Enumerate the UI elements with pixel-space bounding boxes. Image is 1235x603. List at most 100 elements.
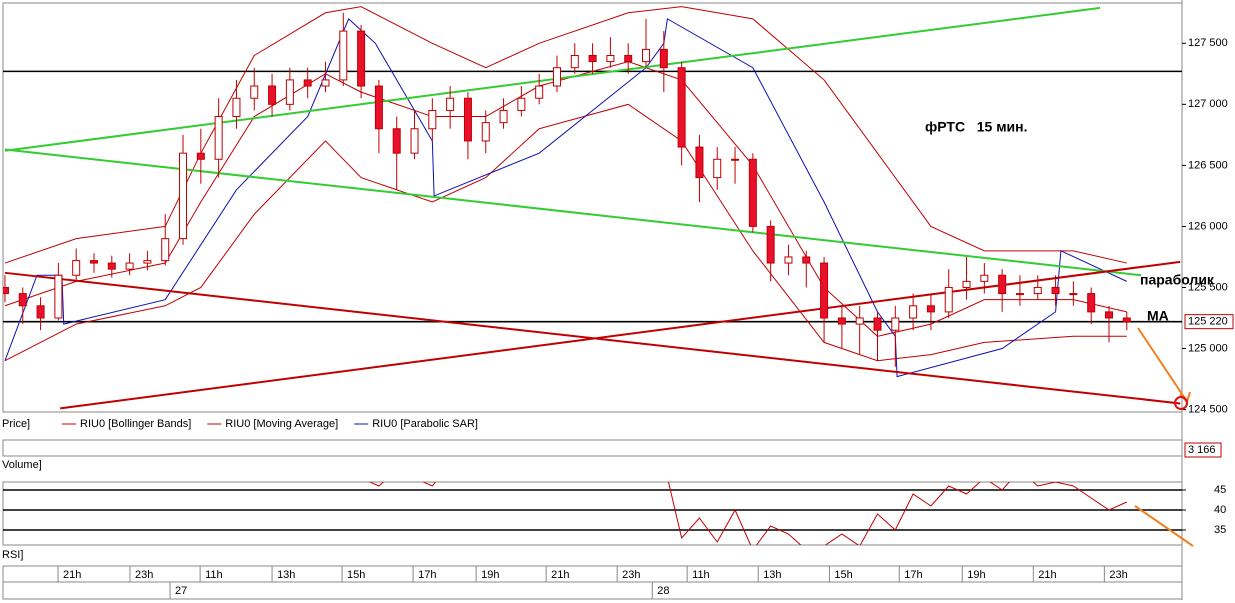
price-tag-label: 125 220 xyxy=(1188,316,1228,328)
candle-body xyxy=(1104,311,1113,319)
candle-body xyxy=(980,274,989,282)
trend-line xyxy=(4,148,1142,277)
x-tick-label: 13h xyxy=(763,569,781,581)
candle-body xyxy=(1122,317,1131,323)
candle-body xyxy=(731,158,740,161)
candle-body xyxy=(196,152,205,160)
candle-body xyxy=(926,305,935,313)
x-tick-label: 23h xyxy=(1109,569,1127,581)
candle-body xyxy=(18,293,27,307)
candle-body xyxy=(232,97,241,118)
x-tick-label: 21h xyxy=(1038,569,1056,581)
x-tick-label: 19h xyxy=(481,569,499,581)
candle-body xyxy=(695,146,704,179)
candle-body xyxy=(303,79,312,87)
candle-body xyxy=(766,225,775,264)
target-marker xyxy=(1174,396,1188,410)
candle-body xyxy=(998,274,1007,295)
x-tick-label: 17h xyxy=(904,569,922,581)
indicator-line xyxy=(4,103,1127,362)
candle-body xyxy=(143,260,152,264)
candle-body xyxy=(125,262,134,270)
candle-body xyxy=(624,54,633,63)
candle-body xyxy=(285,79,294,105)
x-tick-label: 21h xyxy=(551,569,569,581)
candle-body xyxy=(1033,286,1042,295)
annotation: фРТС 15 мин. xyxy=(925,119,1028,135)
x-tick-label: 21h xyxy=(63,569,81,581)
y-tick-label: 126 500 xyxy=(1188,159,1228,171)
candle-body xyxy=(944,286,953,313)
candle-body xyxy=(214,116,223,160)
y-tick-label: 124 500 xyxy=(1188,403,1228,415)
candle-body xyxy=(1087,293,1096,313)
candle-body xyxy=(161,238,170,262)
candle-body xyxy=(268,85,277,105)
candle-body xyxy=(873,317,882,331)
candle-body xyxy=(552,67,561,87)
x-tick-label: 17h xyxy=(418,569,436,581)
y-tick-label: 126 000 xyxy=(1188,220,1228,232)
y-tick-label: 127 000 xyxy=(1188,98,1228,110)
candle-body xyxy=(713,158,722,179)
x-tick-label: 11h xyxy=(692,569,710,581)
rsi-tick-label: 45 xyxy=(1214,484,1226,496)
rsi-line xyxy=(368,482,1128,545)
annotation: МА xyxy=(1147,308,1169,324)
y-tick-label: 125 500 xyxy=(1188,281,1228,293)
candle-body xyxy=(446,97,455,111)
volume-panel xyxy=(2,439,1183,457)
candle-body xyxy=(535,85,544,99)
candle-body xyxy=(463,97,472,142)
indicator-line xyxy=(4,18,1128,378)
x-tick-label: 23h xyxy=(135,569,153,581)
price-tag xyxy=(1184,314,1234,330)
legend-label: RIU0 [Parabolic SAR] xyxy=(372,418,478,430)
candle-body xyxy=(855,317,864,325)
x-tick-label: 15h xyxy=(834,569,852,581)
candle-body xyxy=(428,109,437,130)
candle-body xyxy=(357,30,366,87)
volume-tag xyxy=(1184,442,1222,458)
candle-body xyxy=(606,54,615,63)
y-tick-label: 125 000 xyxy=(1188,342,1228,354)
candle-body xyxy=(748,158,757,227)
volume-last: 3 166 xyxy=(1188,444,1216,456)
x-tick-label: 11h xyxy=(205,569,223,581)
candle-body xyxy=(588,54,597,63)
candle-body xyxy=(410,128,419,154)
candle-body xyxy=(517,97,526,111)
volume-label: Volume] xyxy=(2,459,42,471)
trend-line xyxy=(60,260,1181,410)
candle-body xyxy=(1051,286,1060,295)
candle-body xyxy=(659,48,668,69)
labels: 124 500 125 000 125 500 126 000 126 500 127 0… xyxy=(57,37,1234,599)
rsi-panel xyxy=(2,481,1183,546)
candle-body xyxy=(3,286,9,295)
rsi-plot xyxy=(3,482,1182,545)
price-plot xyxy=(3,6,1182,410)
legend-price: Price] xyxy=(2,418,30,430)
rsi-tick-label: 40 xyxy=(1214,504,1226,516)
candle-body xyxy=(802,256,811,264)
candle-body xyxy=(642,48,651,63)
candle-body xyxy=(72,260,81,276)
arrow xyxy=(1134,505,1194,547)
x-tick-label: 19h xyxy=(967,569,985,581)
candle-body xyxy=(891,317,900,331)
candle-body xyxy=(36,305,45,319)
candle-body xyxy=(499,109,508,124)
candle-body xyxy=(392,128,401,154)
legend-label: RIU0 [Moving Average] xyxy=(225,418,338,430)
candle-body xyxy=(962,280,971,288)
candle-body xyxy=(54,274,63,319)
y-tick-label: 127 500 xyxy=(1188,37,1228,49)
candle-body xyxy=(481,122,490,142)
candle-body xyxy=(784,256,793,264)
candle-body xyxy=(1015,293,1024,296)
candle-body xyxy=(321,79,330,87)
candle-body xyxy=(374,85,383,130)
rsi-label: RSI] xyxy=(2,549,23,561)
candle-body xyxy=(1069,293,1078,296)
